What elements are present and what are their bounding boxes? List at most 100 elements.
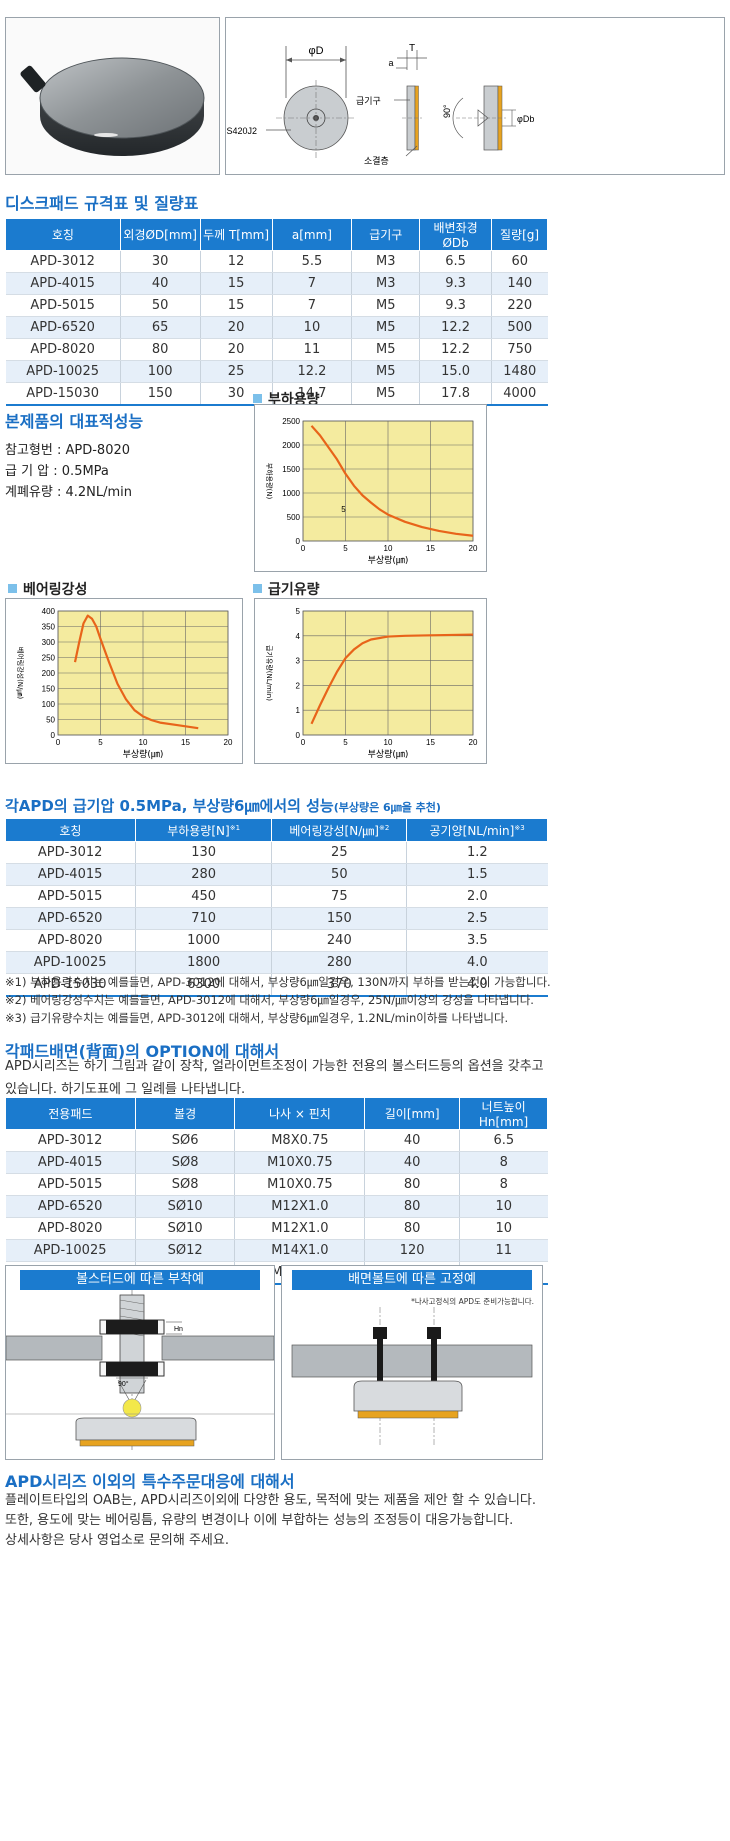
y-tick-label: 5 [296, 607, 301, 616]
product-photo [5, 17, 220, 175]
spec-cell: M5 [351, 338, 421, 361]
spec-cell: APD-8020 [5, 338, 121, 361]
perf-row: APD-6520 710 150 2.5 [5, 907, 548, 930]
option-header-cell: 볼경 [134, 1097, 236, 1130]
x-tick-label: 5 [343, 738, 348, 747]
option-cell: 11 [459, 1239, 548, 1262]
y-tick-label: 350 [42, 623, 56, 632]
x-tick-label: 0 [56, 738, 61, 747]
perf-table: 호칭 부하용량[N]※1 베어링강성[N/㎛]※2 공기양[NL/min]※3 APD… [5, 818, 548, 997]
y-tick-label: 500 [287, 513, 301, 522]
perf-cell: 150 [271, 907, 408, 930]
perf-cell: 240 [271, 929, 408, 952]
option-cell: APD-5015 [5, 1173, 136, 1196]
chart-flow-svg: 0 5 10 15 20 0 1 2 3 4 5 부상량(㎛) 급기유량(NL/min) [265, 607, 478, 760]
option-cell: SØ6 [135, 1129, 236, 1152]
y-axis-label: 베어링강성(N/㎛) [15, 647, 25, 700]
rep-line-pressure: 급 기 압 : 0.5MPa [5, 464, 109, 479]
y-tick-label: 250 [42, 654, 56, 663]
back-bolt-drawing [291, 1307, 533, 1447]
perf-note-2: ※2) 베어링강성수치는 예를들면, APD-3012에 대해서, 부상량6㎛일… [5, 993, 534, 1007]
option-cell: 8 [459, 1151, 548, 1174]
option-row: APD-5015 SØ8 M10X0.75 80 8 [5, 1173, 548, 1196]
y-tick-label: 3 [296, 657, 301, 666]
x-tick-label: 10 [384, 738, 393, 747]
option-row: APD-8020 SØ10 M12X1.0 80 10 [5, 1217, 548, 1240]
phiDb-label: φDb [517, 114, 534, 124]
option-cell: M12X1.0 [234, 1217, 366, 1240]
spec-cell: 140 [491, 272, 548, 295]
spec-cell: 12.2 [272, 360, 353, 383]
back-bolt-title: 배면볼트에 따른 고정예 [292, 1270, 532, 1290]
perf-cell: APD-5015 [5, 885, 136, 908]
spec-cell: APD-15030 [5, 382, 121, 406]
option-paragraph: APD시리즈는 하기 그림과 같이 장착, 얼라이먼트조정이 가능한 전용의 볼… [5, 1055, 544, 1102]
spec-row: APD-5015 50 15 7 M5 9.3 220 [5, 294, 548, 317]
y-tick-label: 200 [42, 669, 56, 678]
perf-cell: 4.0 [406, 973, 548, 997]
spec-header-cell: 외경ØD[mm] [119, 218, 201, 251]
spec-cell: M5 [351, 360, 421, 383]
x-tick-label: 15 [426, 544, 435, 553]
spec-header-cell: 질량[g] [491, 218, 548, 251]
custom-title: APD시리즈 이외의 특수주문대응에 대해서 [5, 1472, 295, 1491]
spec-cell: 220 [491, 294, 548, 317]
perf-cell: 130 [135, 841, 273, 864]
perf-cell: APD-10025 [5, 951, 136, 974]
spec-cell: 20 [200, 316, 273, 339]
y-tick-label: 2000 [282, 441, 300, 450]
perf-header-cell: 호칭 [5, 818, 136, 842]
spec-cell: 25 [200, 360, 273, 383]
x-tick-label: 15 [181, 738, 190, 747]
spec-header-cell: 호칭 [5, 218, 121, 251]
phiD-label: φD [308, 45, 323, 57]
option-header-cell: 나사 × 핀치 [234, 1097, 366, 1130]
perf-cell: 75 [271, 885, 408, 908]
spec-cell: 65 [120, 316, 201, 339]
perf-cell: APD-4015 [5, 863, 136, 886]
perf-row: APD-8020 1000 240 3.5 [5, 929, 548, 952]
chart-stiffness-title: 베어링강성 [8, 579, 87, 599]
spec-cell: APD-6520 [5, 316, 121, 339]
supply-port-label: 급기구 [356, 96, 381, 106]
perf-cell: APD-15030 [5, 973, 136, 997]
perf-row: APD-5015 450 75 2.0 [5, 885, 548, 908]
option-para-1: APD시리즈는 하기 그림과 같이 장착, 얼라이먼트조정이 가능한 전용의 볼… [5, 1059, 544, 1074]
perf-cell: 1000 [135, 929, 273, 952]
option-cell: 40 [364, 1129, 461, 1152]
option-cell: SØ12 [135, 1239, 236, 1262]
perf-cell: 1.5 [406, 863, 548, 886]
ball-stud-box: 볼스터드에 따른 부착예 Hn 90° [5, 1265, 275, 1460]
back-bolt-note: *나사고정식의 APD도 준비가능합니다. [411, 1297, 534, 1306]
option-cell: M10X0.75 [234, 1173, 366, 1196]
perf-header-cell: 부하용량[N]※1 [134, 818, 273, 842]
representative-title: 본제품의 대표적성능 [5, 412, 144, 431]
option-row: APD-3012 SØ6 M8X0.75 40 6.5 [5, 1129, 548, 1152]
perf-cell: 4.0 [406, 951, 548, 974]
perf-cell: 6300 [135, 973, 273, 997]
option-cell: APD-6520 [5, 1195, 136, 1218]
spec-cell: 9.3 [419, 294, 493, 317]
spec-cell: 80 [120, 338, 201, 361]
spec-cell: 15 [200, 272, 273, 295]
spec-cell: 100 [120, 360, 201, 383]
perf-table-title: 각APD의 급기압 0.5MPa, 부상량6㎛에서의 성능(부상량은 6㎛을 추… [5, 797, 441, 815]
spec-cell: 4000 [491, 382, 548, 406]
option-header-cell: 전용패드 [5, 1097, 136, 1130]
ball-stud-title: 볼스터드에 따른 부착예 [20, 1270, 260, 1290]
perf-cell: APD-6520 [5, 907, 136, 930]
x-tick-label: 20 [224, 738, 233, 747]
spec-row: APD-3012 30 12 5.5 M3 6.5 60 [5, 250, 548, 273]
rep-line-model: 참고형번 : APD-8020 [5, 443, 131, 458]
spec-cell: M5 [351, 316, 421, 339]
series-line [310, 425, 474, 537]
perf-row: APD-15030 6300 370 4.0 [5, 973, 548, 997]
spec-cell: 12.2 [419, 338, 493, 361]
perf-cell: APD-3012 [5, 841, 136, 864]
spec-cell: 12.2 [419, 316, 493, 339]
spec-cell: APD-10025 [5, 360, 121, 383]
spec-cell: 500 [491, 316, 548, 339]
y-axis-label: 부하용량(N) [265, 463, 274, 500]
option-cell: M12X1.0 [234, 1195, 366, 1218]
series-line [310, 633, 474, 725]
